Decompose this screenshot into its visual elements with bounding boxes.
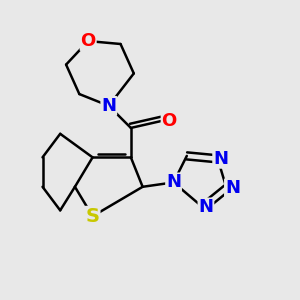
- Text: N: N: [213, 150, 228, 168]
- Text: N: N: [198, 198, 213, 216]
- Text: N: N: [166, 173, 181, 191]
- Text: O: O: [80, 32, 96, 50]
- Text: S: S: [85, 207, 100, 226]
- Text: N: N: [225, 179, 240, 197]
- Text: O: O: [161, 112, 177, 130]
- Text: N: N: [101, 97, 116, 115]
